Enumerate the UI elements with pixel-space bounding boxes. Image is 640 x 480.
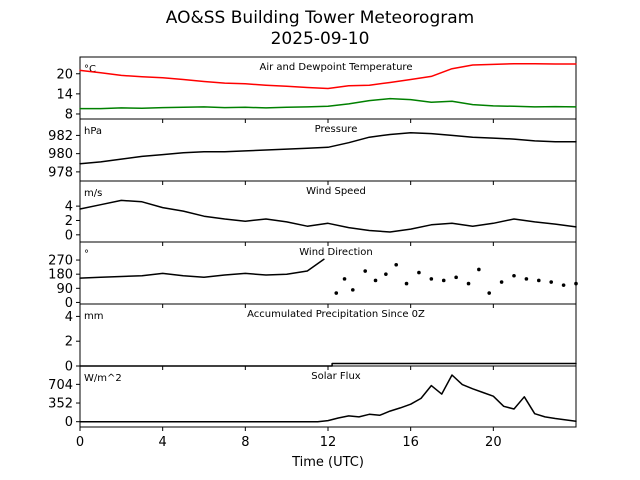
x-tick-label: 20 bbox=[485, 435, 502, 450]
wind_direction-series-1-point bbox=[351, 288, 355, 292]
x-tick-label: 12 bbox=[320, 435, 337, 450]
x-axis-label: Time (UTC) bbox=[291, 455, 364, 470]
chart-title: AO&SS Building Tower Meteorogram bbox=[165, 8, 475, 28]
wind_direction-series-1-point bbox=[394, 262, 399, 267]
wind_direction-ytick-label: 90 bbox=[56, 282, 73, 297]
wind_direction-series-1-point bbox=[477, 267, 481, 272]
wind_direction-series-1-point bbox=[574, 281, 578, 286]
wind_direction-ytick-label: 180 bbox=[48, 268, 73, 283]
wind_speed-unit-label: m/s bbox=[84, 188, 102, 199]
pressure-ytick-label: 980 bbox=[48, 147, 73, 162]
wind_direction-series-1-point bbox=[487, 291, 492, 295]
precipitation-panel: 0 2 4 mm Accumulated Precipitation Since 0Z bbox=[65, 303, 577, 375]
precipitation-ytick-label: 0 bbox=[65, 360, 73, 375]
pressure-unit-label: hPa bbox=[84, 126, 102, 137]
wind_direction-series-1-point bbox=[537, 278, 541, 283]
wind_direction-series-1-point bbox=[466, 281, 471, 286]
temperature-series-0-line bbox=[79, 62, 577, 90]
wind_direction-series-1-point bbox=[524, 277, 529, 281]
figure-title: AO&SS Building Tower Meteorogram 2025-09… bbox=[0, 8, 640, 50]
wind_direction-series-1-point bbox=[454, 275, 458, 280]
chart-date: 2025-09-10 bbox=[270, 29, 370, 49]
pressure-panel: 978 980 982 hPa Pressure bbox=[48, 118, 577, 185]
wind_speed-panel: 024 m/s Wind Speed bbox=[65, 180, 577, 246]
wind_direction-series-1-point bbox=[373, 278, 378, 283]
wind_direction-series-1-point bbox=[363, 269, 368, 273]
x-tick-label: 16 bbox=[402, 435, 419, 450]
pressure-ytick-label: 978 bbox=[48, 165, 73, 180]
wind_direction-series-1-point bbox=[429, 277, 434, 281]
temperature-title: Air and Dewpoint Temperature bbox=[260, 62, 413, 73]
solar-unit-label: W/m^2 bbox=[84, 373, 122, 384]
precipitation-title: Accumulated Precipitation Since 0Z bbox=[247, 309, 425, 320]
pressure-series-0-line bbox=[79, 131, 577, 165]
wind_direction-series-1-point bbox=[441, 278, 446, 283]
temperature-ytick-label: 14 bbox=[56, 87, 73, 102]
precipitation-ytick-label: 2 bbox=[65, 335, 73, 350]
solar-title: Solar Flux bbox=[311, 371, 361, 382]
x-tick-label: 8 bbox=[241, 435, 249, 450]
solar-ytick-label: 0 bbox=[65, 415, 73, 430]
wind_speed-title: Wind Speed bbox=[306, 186, 366, 197]
wind_direction-series-1-point bbox=[342, 277, 347, 281]
solar-ytick-label: 352 bbox=[48, 397, 73, 412]
solar-ytick-label: 704 bbox=[48, 378, 73, 393]
pressure-title: Pressure bbox=[315, 124, 358, 135]
precipitation-ytick-label: 4 bbox=[65, 310, 73, 325]
wind_direction-series-0-line bbox=[79, 258, 325, 279]
solar-series-0-line bbox=[79, 374, 577, 423]
temperature-panel: 8 14 20 °C Air and Dewpoint Temperature bbox=[56, 56, 577, 123]
x-tick-label: 0 bbox=[76, 435, 84, 450]
wind_direction-ytick-label: 0 bbox=[65, 296, 73, 311]
wind_direction-series-1-point bbox=[404, 281, 409, 286]
wind_direction-series-1-point bbox=[549, 280, 553, 284]
precipitation-unit-label: mm bbox=[84, 311, 103, 322]
temperature-series-1-line bbox=[79, 97, 577, 110]
wind_direction-title: Wind Direction bbox=[299, 247, 373, 258]
wind_direction-series-1-point bbox=[417, 270, 421, 275]
wind_speed-ytick-label: 0 bbox=[65, 228, 73, 243]
pressure-ytick-label: 982 bbox=[48, 129, 73, 144]
temperature-ytick-label: 20 bbox=[56, 67, 73, 82]
wind_direction-series-1-point bbox=[384, 272, 388, 276]
temperature-unit-label: °C bbox=[84, 64, 96, 75]
solar-panel: 0 352 704 W/m^2 Solar Flux bbox=[48, 365, 577, 431]
wind_speed-ytick-label: 2 bbox=[65, 214, 73, 229]
wind_direction-series-1-point bbox=[499, 280, 504, 284]
wind_direction-series-1-point bbox=[334, 291, 339, 295]
x-tick-label: 4 bbox=[159, 435, 167, 450]
wind_direction-series-1-point bbox=[512, 273, 516, 278]
wind_speed-ytick-label: 4 bbox=[65, 200, 73, 215]
wind_direction-ytick-label: 270 bbox=[48, 254, 73, 269]
temperature-ytick-label: 8 bbox=[65, 107, 73, 122]
wind_direction-series-1-point bbox=[561, 283, 566, 287]
wind_speed-series-0-line bbox=[79, 199, 577, 233]
wind_direction-unit-label: ° bbox=[84, 249, 89, 260]
